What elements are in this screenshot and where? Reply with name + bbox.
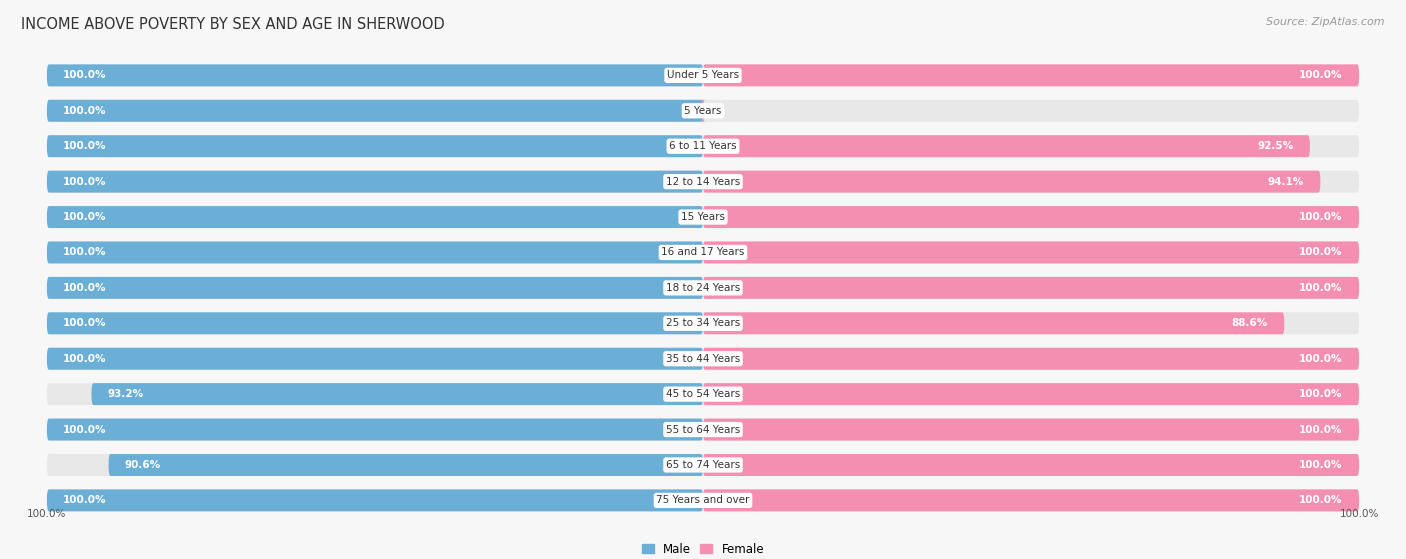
- FancyBboxPatch shape: [46, 206, 1360, 228]
- Text: Source: ZipAtlas.com: Source: ZipAtlas.com: [1267, 17, 1385, 27]
- FancyBboxPatch shape: [703, 277, 1360, 299]
- Text: 100.0%: 100.0%: [1299, 283, 1343, 293]
- Text: 90.6%: 90.6%: [125, 460, 162, 470]
- Text: 16 and 17 Years: 16 and 17 Years: [661, 248, 745, 258]
- FancyBboxPatch shape: [46, 454, 1360, 476]
- FancyBboxPatch shape: [46, 206, 703, 228]
- Text: 100.0%: 100.0%: [63, 424, 107, 434]
- FancyBboxPatch shape: [46, 419, 1360, 440]
- FancyBboxPatch shape: [703, 312, 1284, 334]
- Text: 100.0%: 100.0%: [63, 106, 107, 116]
- FancyBboxPatch shape: [46, 490, 703, 511]
- FancyBboxPatch shape: [702, 100, 704, 122]
- FancyBboxPatch shape: [46, 383, 1360, 405]
- Text: 100.0%: 100.0%: [63, 354, 107, 364]
- Text: 100.0%: 100.0%: [63, 318, 107, 328]
- Text: 100.0%: 100.0%: [63, 70, 107, 80]
- Text: 18 to 24 Years: 18 to 24 Years: [666, 283, 740, 293]
- FancyBboxPatch shape: [703, 383, 1360, 405]
- Legend: Male, Female: Male, Female: [641, 543, 765, 556]
- FancyBboxPatch shape: [703, 64, 1360, 86]
- Text: 6 to 11 Years: 6 to 11 Years: [669, 141, 737, 151]
- FancyBboxPatch shape: [46, 170, 703, 193]
- FancyBboxPatch shape: [46, 241, 703, 263]
- FancyBboxPatch shape: [703, 454, 1360, 476]
- FancyBboxPatch shape: [91, 383, 703, 405]
- Text: 65 to 74 Years: 65 to 74 Years: [666, 460, 740, 470]
- Text: 100.0%: 100.0%: [63, 283, 107, 293]
- FancyBboxPatch shape: [46, 135, 1360, 157]
- Text: 12 to 14 Years: 12 to 14 Years: [666, 177, 740, 187]
- Text: 88.6%: 88.6%: [1232, 318, 1268, 328]
- FancyBboxPatch shape: [108, 454, 703, 476]
- FancyBboxPatch shape: [46, 100, 1360, 122]
- Text: 100.0%: 100.0%: [27, 509, 66, 519]
- Text: 92.5%: 92.5%: [1257, 141, 1294, 151]
- Text: 100.0%: 100.0%: [1299, 212, 1343, 222]
- FancyBboxPatch shape: [46, 277, 703, 299]
- Text: 45 to 54 Years: 45 to 54 Years: [666, 389, 740, 399]
- Text: Under 5 Years: Under 5 Years: [666, 70, 740, 80]
- Text: 5 Years: 5 Years: [685, 106, 721, 116]
- Text: 100.0%: 100.0%: [63, 495, 107, 505]
- Text: INCOME ABOVE POVERTY BY SEX AND AGE IN SHERWOOD: INCOME ABOVE POVERTY BY SEX AND AGE IN S…: [21, 17, 444, 32]
- Text: 100.0%: 100.0%: [63, 177, 107, 187]
- FancyBboxPatch shape: [703, 241, 1360, 263]
- FancyBboxPatch shape: [703, 490, 1360, 511]
- Text: 55 to 64 Years: 55 to 64 Years: [666, 424, 740, 434]
- Text: 94.1%: 94.1%: [1268, 177, 1303, 187]
- FancyBboxPatch shape: [46, 241, 1360, 263]
- Text: 35 to 44 Years: 35 to 44 Years: [666, 354, 740, 364]
- Text: 75 Years and over: 75 Years and over: [657, 495, 749, 505]
- Text: 100.0%: 100.0%: [1299, 70, 1343, 80]
- FancyBboxPatch shape: [46, 312, 703, 334]
- Text: 100.0%: 100.0%: [63, 212, 107, 222]
- FancyBboxPatch shape: [703, 135, 1310, 157]
- Text: 93.2%: 93.2%: [108, 389, 143, 399]
- FancyBboxPatch shape: [46, 64, 703, 86]
- Text: 100.0%: 100.0%: [1299, 248, 1343, 258]
- FancyBboxPatch shape: [703, 419, 1360, 440]
- FancyBboxPatch shape: [46, 348, 1360, 369]
- Text: 25 to 34 Years: 25 to 34 Years: [666, 318, 740, 328]
- FancyBboxPatch shape: [46, 135, 703, 157]
- Text: 15 Years: 15 Years: [681, 212, 725, 222]
- FancyBboxPatch shape: [46, 312, 1360, 334]
- FancyBboxPatch shape: [46, 348, 703, 369]
- FancyBboxPatch shape: [46, 419, 703, 440]
- Text: 100.0%: 100.0%: [1299, 354, 1343, 364]
- FancyBboxPatch shape: [46, 277, 1360, 299]
- Text: 100.0%: 100.0%: [1299, 389, 1343, 399]
- FancyBboxPatch shape: [46, 170, 1360, 193]
- Text: 100.0%: 100.0%: [63, 141, 107, 151]
- Text: 100.0%: 100.0%: [1340, 509, 1379, 519]
- FancyBboxPatch shape: [46, 100, 703, 122]
- FancyBboxPatch shape: [46, 490, 1360, 511]
- FancyBboxPatch shape: [703, 348, 1360, 369]
- Text: 100.0%: 100.0%: [1299, 424, 1343, 434]
- FancyBboxPatch shape: [703, 206, 1360, 228]
- FancyBboxPatch shape: [46, 64, 1360, 86]
- Text: 100.0%: 100.0%: [63, 248, 107, 258]
- Text: 100.0%: 100.0%: [1299, 460, 1343, 470]
- FancyBboxPatch shape: [703, 170, 1320, 193]
- Text: 100.0%: 100.0%: [1299, 495, 1343, 505]
